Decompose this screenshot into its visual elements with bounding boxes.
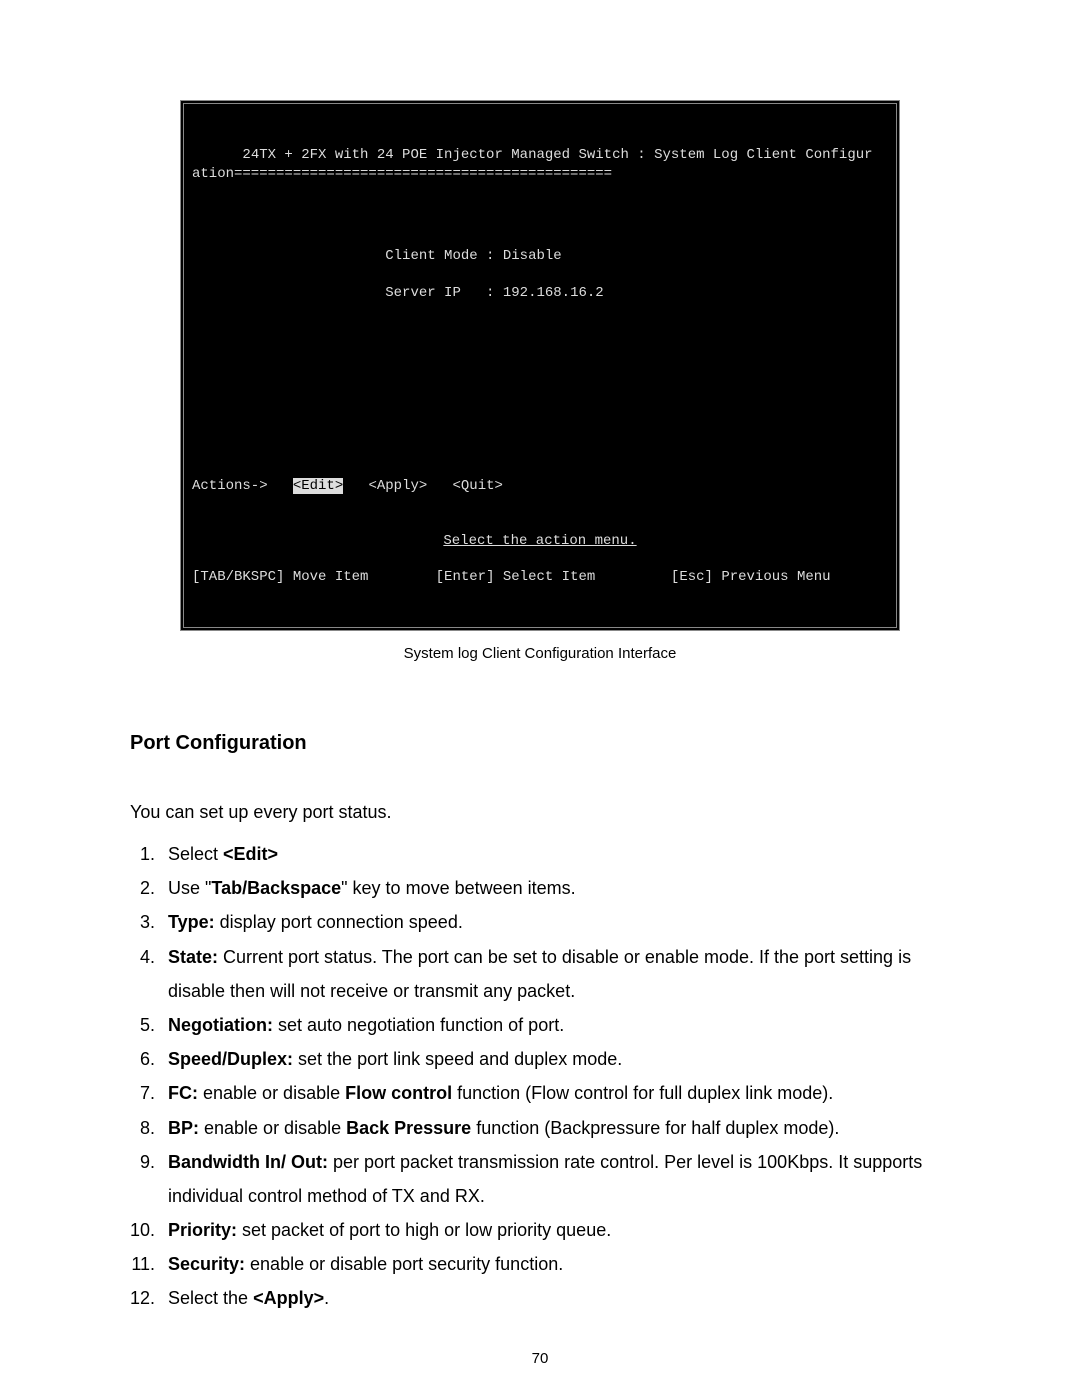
server-ip-value: 192.168.16.2 (503, 285, 604, 301)
footer-center: [Enter] Select Item (436, 569, 596, 585)
apply-action[interactable]: <Apply> (368, 478, 427, 494)
list-item: FC: enable or disable Flow control funct… (160, 1076, 950, 1110)
figure-caption: System log Client Configuration Interfac… (130, 645, 950, 662)
intro-text: You can set up every port status. (130, 795, 950, 829)
document-page: 24TX + 2FX with 24 POE Injector Managed … (0, 0, 1080, 1397)
actions-row: Actions-> <Edit> <Apply> <Quit> (192, 477, 888, 495)
terminal-title: 24TX + 2FX with 24 POE Injector Managed … (192, 146, 888, 182)
list-item: Security: enable or disable port securit… (160, 1247, 950, 1281)
list-item: State: Current port status. The port can… (160, 940, 950, 1008)
footer-left: [TAB/BKSPC] Move Item (192, 569, 368, 585)
list-item: Priority: set packet of port to high or … (160, 1213, 950, 1247)
terminal-screenshot: 24TX + 2FX with 24 POE Injector Managed … (180, 100, 900, 631)
list-item: Speed/Duplex: set the port link speed an… (160, 1042, 950, 1076)
list-item: Bandwidth In/ Out: per port packet trans… (160, 1145, 950, 1213)
terminal-body: Client Mode : Disable Server IP : 192.16… (192, 219, 888, 459)
list-item: Use "Tab/Backspace" key to move between … (160, 871, 950, 905)
client-mode-label: Client Mode : (385, 248, 503, 264)
client-mode-value: Disable (503, 248, 562, 264)
footer-right: [Esc] Previous Menu (671, 569, 831, 585)
actions-prefix: Actions-> (192, 478, 293, 494)
section-heading: Port Configuration (130, 732, 950, 755)
steps-list: Select <Edit> Use "Tab/Backspace" key to… (130, 837, 950, 1316)
page-number: 70 (0, 1350, 1080, 1367)
server-ip-label: Server IP : (385, 285, 503, 301)
terminal-status: Select the action menu. (192, 532, 888, 550)
terminal-footer: [TAB/BKSPC] Move Item [Enter] Select Ite… (192, 568, 888, 586)
list-item: Select the <Apply>. (160, 1281, 950, 1315)
edit-action[interactable]: <Edit> (293, 478, 343, 494)
server-ip-row: Server IP : 192.168.16.2 (192, 285, 604, 301)
client-mode-row: Client Mode : Disable (192, 248, 562, 264)
quit-action[interactable]: <Quit> (453, 478, 503, 494)
list-item: Negotiation: set auto negotiation functi… (160, 1008, 950, 1042)
list-item: Select <Edit> (160, 837, 950, 871)
list-item: BP: enable or disable Back Pressure func… (160, 1111, 950, 1145)
list-item: Type: display port connection speed. (160, 905, 950, 939)
